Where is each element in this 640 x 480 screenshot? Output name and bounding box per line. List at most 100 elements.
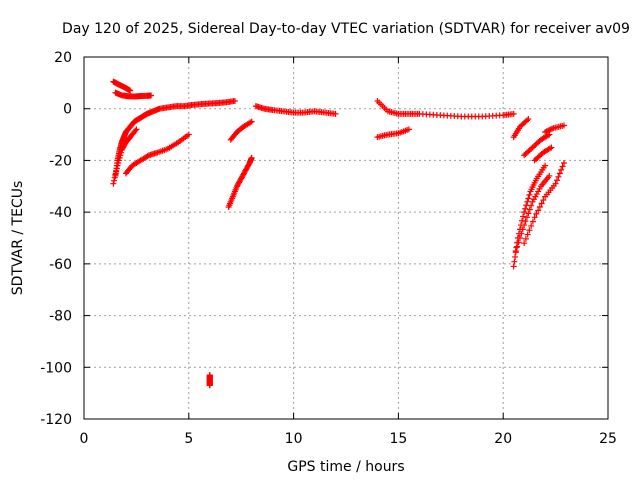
data-point [332, 110, 339, 117]
series-arc-evening-d [510, 116, 532, 141]
data-point [546, 172, 553, 179]
data-point [112, 171, 119, 178]
data-point [553, 177, 560, 184]
x-axis-label: GPS time / hours [287, 459, 404, 475]
data-point [510, 263, 517, 270]
data-point [526, 227, 533, 234]
series-arc-evening-g [542, 122, 567, 135]
data-point [558, 166, 565, 173]
y-tick-label: -120 [40, 412, 72, 428]
series-arc-morning-high [227, 118, 255, 143]
data-point [133, 126, 140, 133]
data-point [525, 116, 532, 123]
y-tick-label: -80 [49, 309, 72, 325]
y-axis-label: SDTVAR / TECUs [10, 181, 26, 296]
data-point [526, 191, 533, 198]
tick-labels: 0 5 10 15 20 25 20 0 -20 -40 -60 -80 -100 -120 [40, 50, 617, 447]
plot-frame [83, 56, 609, 420]
data-point [514, 243, 521, 250]
chart-title: Day 120 of 2025, Sidereal Day-to-day VTE… [62, 21, 630, 37]
series-arc-evening-c [521, 160, 567, 247]
data-point [516, 235, 523, 241]
x-tick-label: 15 [389, 431, 407, 447]
data-point [520, 213, 527, 220]
data-point [540, 197, 547, 204]
data-point [522, 205, 529, 212]
data-point [525, 210, 532, 217]
data-point [510, 110, 517, 117]
data-point [185, 131, 192, 138]
x-tick-label: 25 [599, 431, 617, 447]
data-point [247, 119, 254, 126]
series-arc-upper-b [112, 89, 155, 100]
data-point [536, 203, 543, 210]
series-arc-noon [252, 103, 339, 117]
data-point [132, 127, 139, 134]
data-point [521, 222, 528, 229]
x-tick-label: 20 [494, 431, 512, 447]
data-point [559, 163, 566, 170]
series-arc-rise-lower [110, 126, 140, 187]
data-point [543, 128, 550, 135]
series-arc-mid [122, 131, 192, 177]
data-point [524, 231, 531, 238]
data-point [542, 162, 549, 169]
series-arc-evening-e [521, 131, 553, 159]
data-point [110, 180, 117, 187]
data-point [231, 97, 238, 104]
data-point [555, 173, 562, 180]
series-arc-afternoon-low [374, 126, 412, 141]
data-point [524, 198, 531, 205]
data-point [525, 195, 532, 202]
data-point [521, 240, 528, 247]
data-point [248, 154, 255, 161]
x-tick-label: 10 [285, 431, 303, 447]
data-point [515, 239, 522, 246]
data-point [111, 177, 118, 184]
data-point [522, 235, 529, 242]
series-arc-afternoon [374, 97, 517, 120]
y-tick-label: -20 [49, 153, 72, 169]
series-arc-evening-b [512, 172, 553, 254]
y-tick-label: 0 [63, 102, 72, 118]
data-point [535, 207, 542, 214]
data-point [552, 180, 559, 187]
data-point [111, 174, 118, 181]
y-tick-label: -60 [49, 257, 72, 273]
data-point [549, 125, 556, 132]
data-point [127, 87, 134, 94]
data-point [206, 382, 213, 389]
data-point [144, 153, 151, 160]
data-point [513, 244, 520, 251]
data-point [548, 144, 555, 151]
data-points [110, 78, 567, 389]
data-point [546, 127, 553, 134]
data-point [547, 126, 554, 133]
series-outlier [206, 372, 213, 389]
y-tick-label: -40 [49, 205, 72, 221]
data-point [542, 128, 549, 135]
data-point [113, 168, 120, 175]
x-tick-label: 5 [184, 431, 193, 447]
data-point [523, 117, 530, 124]
data-point [518, 230, 525, 237]
data-point [560, 122, 567, 129]
data-point [529, 218, 536, 225]
data-point [560, 160, 567, 167]
data-point [528, 202, 535, 209]
data-point [521, 209, 528, 216]
y-tick-label: 20 [54, 50, 72, 66]
data-point [405, 126, 412, 133]
data-point [531, 214, 538, 221]
x-tick-label: 0 [80, 431, 89, 447]
data-point [544, 127, 551, 134]
data-point [248, 118, 255, 125]
axis-ticks [83, 56, 609, 420]
data-point [148, 92, 155, 99]
data-point [512, 247, 519, 254]
data-point [547, 145, 554, 152]
data-point [526, 206, 533, 213]
data-point [511, 258, 518, 265]
